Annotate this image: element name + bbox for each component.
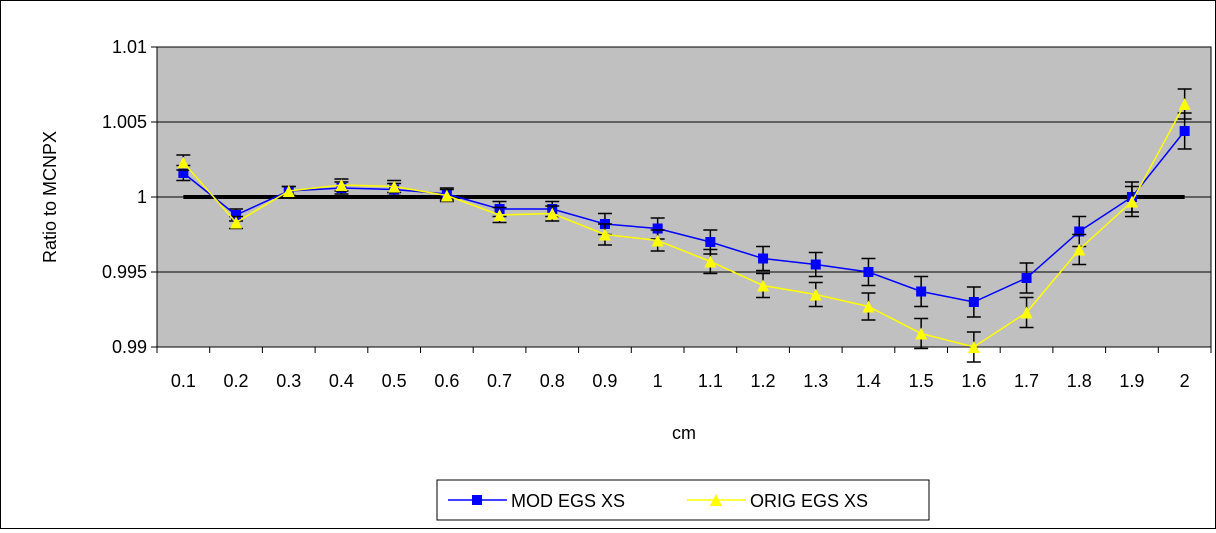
point-s1-6 [493, 209, 506, 221]
x-tick-label-5: 0.6 [434, 371, 459, 391]
point-s1-13 [862, 300, 875, 313]
point-s0-15 [968, 297, 979, 307]
legend-label-mod: MOD EGS XS [511, 491, 625, 511]
y-tick-label-0: 0.99 [112, 337, 147, 357]
x-tick-label-9: 1 [653, 371, 663, 391]
x-tick-label-16: 1.7 [1014, 371, 1039, 391]
series-1 [176, 88, 1192, 363]
x-tick-label-7: 0.8 [540, 371, 565, 391]
point-s1-12 [809, 288, 822, 301]
point-s1-10 [704, 255, 717, 268]
x-tick-label-15: 1.6 [961, 371, 986, 391]
point-s1-4 [388, 180, 401, 193]
point-s0-12 [810, 259, 821, 270]
point-s0-9 [652, 223, 663, 234]
x-tick-label-19: 2 [1180, 371, 1190, 391]
point-s0-19 [1179, 126, 1190, 136]
y-tick-label-4: 1.01 [112, 37, 147, 57]
x-tick-label-18: 1.9 [1119, 371, 1144, 391]
x-tick-label-4: 0.5 [382, 371, 407, 391]
point-s1-17 [1073, 243, 1086, 256]
point-s1-0 [177, 156, 190, 169]
point-s0-17 [1074, 226, 1085, 237]
series-line-1 [182, 103, 1186, 348]
point-s1-8 [598, 228, 611, 241]
y-tick-label-1: 0.995 [102, 262, 147, 282]
x-axis-label: cm [672, 423, 696, 443]
x-tick-label-2: 0.3 [276, 371, 301, 391]
point-s1-7 [546, 207, 559, 220]
point-s1-5 [440, 189, 453, 202]
point-s1-15 [967, 341, 980, 353]
point-s0-14 [916, 286, 927, 297]
point-s1-2 [282, 185, 295, 197]
x-tick-label-6: 0.7 [487, 371, 512, 391]
x-tick-label-0: 0.1 [171, 371, 196, 391]
x-tick-label-3: 0.4 [329, 371, 354, 391]
point-s0-1 [231, 210, 242, 220]
y-tick-label-2: 1 [137, 187, 147, 207]
x-tick-label-13: 1.4 [856, 371, 881, 391]
point-s0-11 [758, 253, 769, 264]
legend-marker-orig [710, 494, 722, 506]
point-s0-10 [705, 237, 716, 247]
y-axis-label: Ratio to MCNPX [40, 131, 60, 263]
legend-marker-mod [472, 495, 482, 505]
x-tick-label-10: 1.1 [698, 371, 723, 391]
point-s1-16 [1020, 306, 1033, 319]
x-tick-label-12: 1.3 [803, 371, 828, 391]
legend-box [436, 479, 930, 521]
x-tick-label-17: 1.8 [1067, 371, 1092, 391]
series-layer [176, 88, 1192, 363]
point-s1-1 [230, 216, 243, 229]
point-s1-11 [757, 279, 770, 292]
axes: 0.99 0.995 1 1.005 1.01 0.1 0.2 0.3 0.4 0.5 0.6 0.7… [102, 37, 1212, 391]
x-tick-label-11: 1.2 [751, 371, 776, 391]
point-s1-18 [1125, 195, 1138, 208]
point-s0-13 [863, 267, 874, 277]
series-line-0 [182, 130, 1186, 303]
y-tick-label-3: 1.005 [102, 112, 147, 132]
point-s1-19 [1178, 98, 1191, 110]
point-s1-14 [915, 327, 928, 340]
legend: MOD EGS XS ORIG EGS XS [436, 479, 930, 521]
point-s1-9 [651, 234, 664, 247]
x-tick-label-14: 1.5 [909, 371, 934, 391]
point-s0-16 [1021, 273, 1032, 283]
legend-label-orig: ORIG EGS XS [750, 491, 868, 511]
x-tick-label-1: 0.2 [224, 371, 249, 391]
point-s1-3 [335, 179, 348, 191]
point-s0-0 [178, 168, 189, 178]
x-tick-label-8: 0.9 [592, 371, 617, 391]
